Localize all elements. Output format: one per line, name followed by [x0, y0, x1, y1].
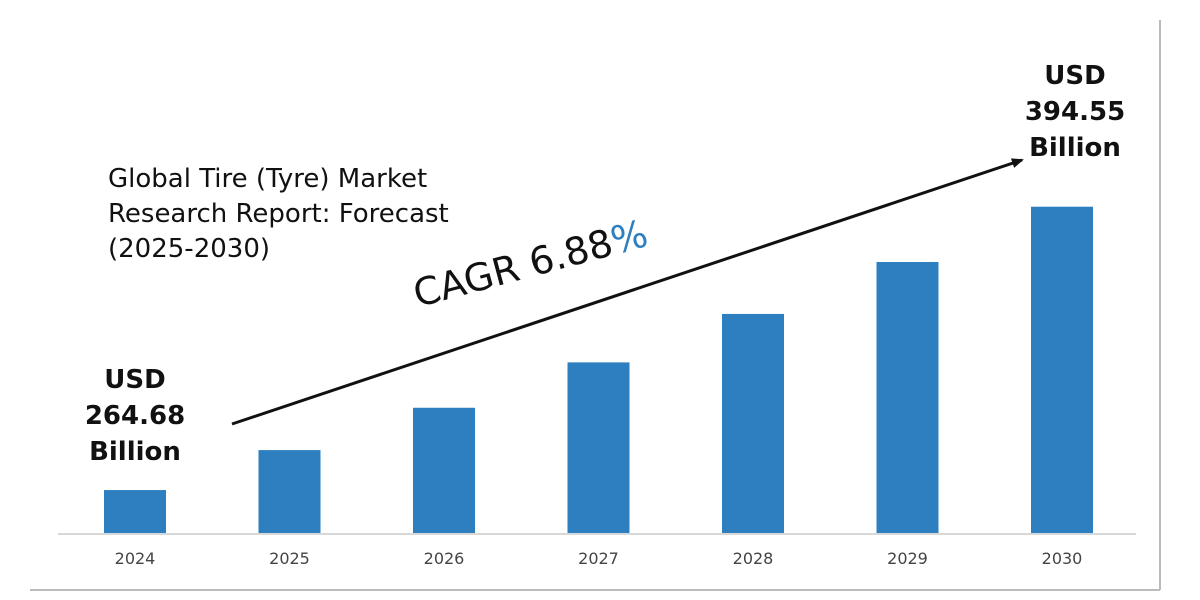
bar-2029 [876, 262, 939, 533]
chart-title-line-2: Research Report: Forecast [108, 199, 449, 229]
cagr-arrow [231, 158, 1024, 426]
start-callout-value: 264.68 [84, 401, 186, 431]
end-callout-value: 394.55 [1024, 97, 1126, 127]
start-callout-unit: Billion [89, 437, 181, 467]
bar-2026 [413, 407, 475, 533]
x-tick-label-2026: 2026 [424, 549, 465, 568]
x-tick-label-2030: 2030 [1042, 549, 1083, 568]
end-callout-currency: USD [1044, 61, 1106, 91]
chart-title-line-3: (2025-2030) [108, 234, 271, 264]
x-tick-label-2028: 2028 [733, 549, 774, 568]
end-value-callout: USD 394.55 Billion [1010, 58, 1140, 166]
x-tick-label-2024: 2024 [115, 549, 156, 568]
bar-2028 [722, 313, 784, 533]
x-tick-label-2025: 2025 [269, 549, 310, 568]
start-callout-currency: USD [104, 365, 166, 395]
bars-group [104, 206, 1093, 533]
x-tick-label-2029: 2029 [887, 549, 928, 568]
bar-2030 [1031, 206, 1093, 533]
x-tick-label-2027: 2027 [578, 549, 619, 568]
end-callout-unit: Billion [1029, 133, 1121, 163]
start-value-callout: USD 264.68 Billion [70, 362, 200, 470]
bar-2025 [258, 450, 321, 533]
chart-title: Global Tire (Tyre) Market Research Repor… [108, 162, 528, 267]
x-tick-labels: 2024 2025 2026 2027 2028 2029 2030 [115, 549, 1083, 568]
bar-2024 [104, 490, 166, 533]
bar-2027 [567, 362, 630, 533]
chart-title-line-1: Global Tire (Tyre) Market [108, 164, 428, 194]
